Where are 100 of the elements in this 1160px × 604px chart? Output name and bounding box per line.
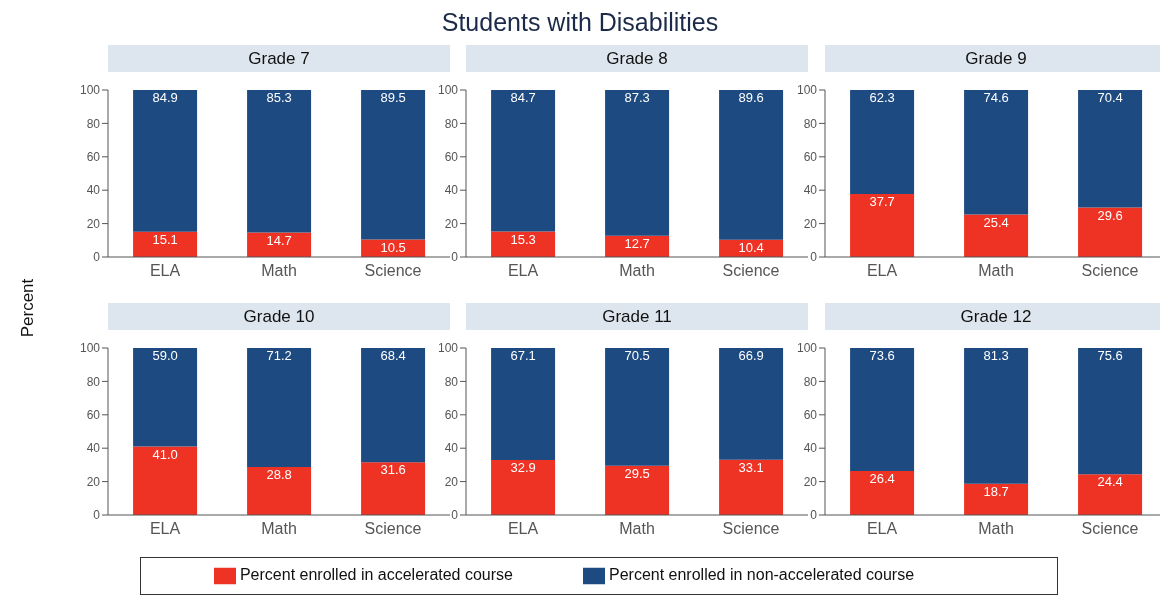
y-tick-label: 0 bbox=[810, 508, 818, 523]
x-tick-label: Math bbox=[978, 262, 1014, 280]
bar bbox=[1078, 207, 1143, 257]
bar bbox=[964, 348, 1029, 484]
data-label: 29.6 bbox=[1097, 207, 1123, 223]
data-label: 75.6 bbox=[1097, 348, 1123, 364]
data-label: 15.1 bbox=[152, 232, 178, 248]
y-tick-label: 20 bbox=[86, 474, 101, 489]
y-tick-label: 80 bbox=[444, 374, 459, 389]
bar bbox=[605, 465, 670, 515]
bar bbox=[719, 90, 784, 240]
y-tick-label: 20 bbox=[803, 474, 818, 489]
chart-title: Grade 11 bbox=[466, 303, 808, 330]
y-tick-label: 40 bbox=[803, 183, 818, 198]
y-tick-label: 100 bbox=[79, 83, 101, 98]
y-tick-label: 100 bbox=[437, 83, 459, 98]
bar bbox=[247, 90, 312, 233]
y-tick-label: 0 bbox=[93, 508, 101, 523]
bar bbox=[1078, 348, 1143, 475]
y-tick-label: 100 bbox=[437, 341, 459, 356]
bar bbox=[133, 348, 198, 447]
data-label: 33.1 bbox=[738, 459, 764, 475]
data-label: 87.3 bbox=[624, 90, 650, 106]
bar bbox=[361, 348, 426, 463]
y-tick-label: 100 bbox=[796, 83, 818, 98]
data-label: 25.4 bbox=[983, 214, 1009, 230]
data-label: 59.0 bbox=[152, 348, 178, 364]
data-label: 71.2 bbox=[266, 348, 292, 364]
data-label: 26.4 bbox=[869, 471, 895, 487]
data-label: 18.7 bbox=[983, 484, 1009, 499]
y-tick-label: 0 bbox=[810, 250, 818, 265]
x-tick-label: Math bbox=[261, 520, 297, 538]
bar bbox=[247, 466, 312, 515]
data-label: 28.8 bbox=[266, 467, 292, 483]
y-tick-label: 80 bbox=[86, 374, 101, 389]
data-label: 62.3 bbox=[869, 90, 895, 106]
data-label: 73.6 bbox=[869, 348, 895, 364]
x-tick-label: Math bbox=[261, 262, 297, 280]
x-tick-label: ELA bbox=[866, 262, 898, 280]
bar bbox=[247, 348, 312, 467]
y-tick-label: 60 bbox=[444, 408, 459, 423]
x-tick-label: Science bbox=[1081, 262, 1139, 280]
chart-title: Grade 9 bbox=[825, 45, 1160, 72]
y-tick-label: 20 bbox=[803, 216, 818, 231]
y-tick-label: 0 bbox=[93, 250, 101, 265]
bar bbox=[964, 214, 1029, 257]
bar bbox=[964, 483, 1029, 515]
x-tick-label: Science bbox=[364, 262, 422, 280]
chart-title: Grade 8 bbox=[466, 45, 808, 72]
x-tick-label: ELA bbox=[507, 520, 539, 538]
y-axis-title: Percent bbox=[18, 277, 38, 340]
y-tick-label: 20 bbox=[444, 474, 459, 489]
y-tick-label: 60 bbox=[803, 150, 818, 165]
y-tick-label: 40 bbox=[444, 183, 459, 198]
data-label: 12.7 bbox=[624, 236, 650, 252]
data-label: 66.9 bbox=[738, 348, 764, 364]
data-label: 74.6 bbox=[983, 90, 1009, 106]
y-tick-label: 40 bbox=[803, 441, 818, 456]
y-tick-label: 40 bbox=[444, 441, 459, 456]
chart-title: Grade 7 bbox=[108, 45, 450, 72]
data-label: 84.7 bbox=[510, 90, 536, 106]
data-label: 29.5 bbox=[624, 465, 650, 481]
bar bbox=[133, 446, 198, 515]
y-tick-label: 80 bbox=[86, 116, 101, 131]
x-tick-label: Science bbox=[364, 520, 422, 538]
data-label: 89.6 bbox=[738, 90, 764, 106]
data-label: 41.0 bbox=[152, 446, 178, 462]
bar bbox=[491, 348, 556, 461]
data-label: 31.6 bbox=[380, 462, 406, 478]
bar bbox=[361, 462, 426, 515]
bar bbox=[850, 90, 915, 195]
data-label: 85.3 bbox=[266, 90, 292, 106]
bar bbox=[850, 194, 915, 257]
y-tick-label: 0 bbox=[451, 508, 459, 523]
x-tick-label: Science bbox=[722, 520, 780, 538]
y-tick-label: 60 bbox=[803, 408, 818, 423]
data-label: 10.5 bbox=[380, 239, 406, 255]
legend-label: Percent enrolled in non-accelerated course bbox=[608, 566, 915, 584]
x-tick-label: ELA bbox=[866, 520, 898, 538]
bar bbox=[133, 90, 198, 232]
y-tick-label: 60 bbox=[86, 150, 101, 165]
y-tick-label: 80 bbox=[803, 374, 818, 389]
bar bbox=[850, 348, 915, 471]
y-tick-label: 20 bbox=[444, 216, 459, 231]
x-tick-label: ELA bbox=[149, 520, 181, 538]
y-tick-label: 40 bbox=[86, 441, 101, 456]
bar bbox=[850, 470, 915, 515]
bar bbox=[361, 90, 426, 240]
legend-label: Percent enrolled in accelerated course bbox=[239, 566, 513, 584]
bar bbox=[491, 231, 556, 257]
bar bbox=[719, 459, 784, 515]
data-label: 70.5 bbox=[624, 348, 650, 364]
data-label: 67.1 bbox=[510, 348, 536, 364]
data-label: 15.3 bbox=[510, 231, 536, 247]
x-tick-label: Science bbox=[1081, 520, 1139, 538]
y-tick-label: 0 bbox=[451, 250, 459, 265]
data-label: 24.4 bbox=[1097, 474, 1123, 490]
chart-title: Grade 10 bbox=[108, 303, 450, 330]
data-label: 81.3 bbox=[983, 348, 1009, 364]
x-tick-label: ELA bbox=[149, 262, 181, 280]
